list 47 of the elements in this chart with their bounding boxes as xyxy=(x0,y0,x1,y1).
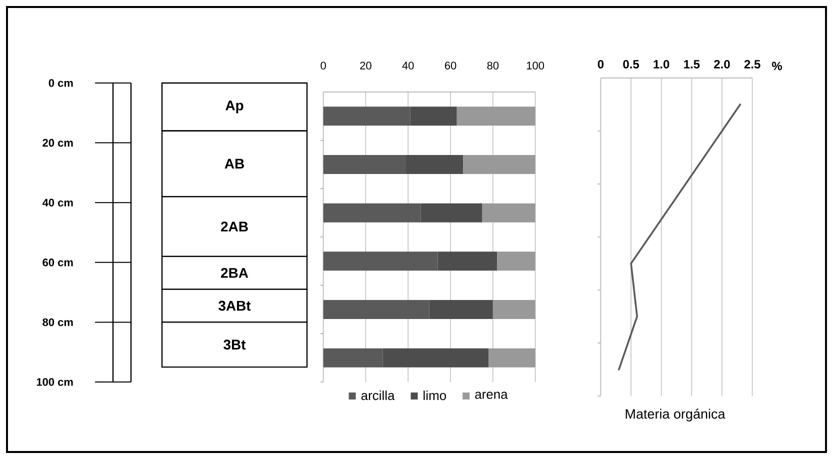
bar xyxy=(463,155,536,174)
bar xyxy=(323,252,438,271)
bar xyxy=(482,203,536,222)
series-label: Ap xyxy=(226,100,244,114)
y-tick-label: 40 cm xyxy=(42,198,73,207)
bar xyxy=(456,106,536,126)
x-tick-label: 1.0 xyxy=(654,60,670,68)
series-label: 3Bt xyxy=(224,340,246,350)
legend-label: arena xyxy=(475,392,508,399)
bar xyxy=(438,252,498,271)
bar xyxy=(323,106,410,126)
y-tick-label: 0 cm xyxy=(48,79,73,87)
series-label: 2BA xyxy=(220,268,248,278)
bar xyxy=(323,155,406,174)
legend-label: limo xyxy=(424,390,446,400)
series-label: 3ABt xyxy=(218,300,251,311)
x-tick-label: 60 xyxy=(444,62,456,70)
bar xyxy=(420,203,482,222)
x-tick-label: 20 xyxy=(360,62,372,70)
series-label: AB xyxy=(224,158,244,169)
y-tick-label: 80 cm xyxy=(42,318,73,326)
y-tick-label: 60 cm xyxy=(42,258,73,266)
x-tick-label: 80 xyxy=(487,62,499,70)
x-tick-label: 1.5 xyxy=(684,60,700,68)
text: % xyxy=(772,62,782,70)
x-tick-label: 0 xyxy=(598,60,604,68)
bar xyxy=(429,300,493,320)
bar xyxy=(323,348,383,368)
bar xyxy=(323,203,421,222)
x-tick-label: 40 xyxy=(402,62,414,70)
bar xyxy=(382,348,489,368)
x-tick-label: 0 xyxy=(320,62,326,70)
legend-label: arcilla xyxy=(361,390,395,400)
x-axis-title: Materia orgánica xyxy=(626,408,726,422)
bar xyxy=(410,106,457,126)
series-label: 2AB xyxy=(220,222,248,232)
y-tick-label: 100 cm xyxy=(36,378,73,386)
y-tick-label: 20 cm xyxy=(42,138,73,147)
bar xyxy=(323,300,430,320)
bar xyxy=(492,300,536,320)
x-tick-label: 100 xyxy=(526,62,544,70)
x-tick-label: 2.0 xyxy=(714,60,730,68)
bar xyxy=(488,348,536,368)
bar xyxy=(497,252,536,271)
x-tick-label: 2.5 xyxy=(744,60,760,68)
x-tick-label: 0.5 xyxy=(623,60,640,68)
bar xyxy=(406,155,464,174)
